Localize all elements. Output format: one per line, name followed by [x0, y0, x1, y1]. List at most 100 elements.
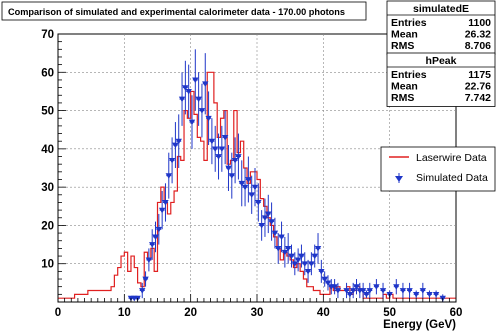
legend-simulated-label: Simulated Data — [416, 172, 488, 184]
triangle-marker — [178, 96, 186, 103]
simulated-point — [346, 290, 354, 299]
y-tick-label: 50 — [41, 106, 54, 118]
triangle-marker — [212, 146, 219, 153]
stat-value: 22.76 — [465, 81, 491, 93]
chart-title: Comparison of simulated and experimental… — [8, 7, 345, 17]
triangle-marker — [265, 211, 272, 218]
triangle-marker — [275, 246, 282, 252]
simulated-point — [165, 152, 172, 199]
simulated-point — [258, 210, 265, 241]
stat-box-title: simulatedE — [413, 3, 469, 15]
triangle-marker — [308, 261, 315, 267]
x-axis-label: Energy (GeV) — [383, 319, 456, 331]
triangle-marker — [192, 77, 199, 84]
stat-label: Mean — [391, 81, 418, 93]
triangle-marker — [198, 108, 206, 114]
triangle-marker — [228, 173, 235, 179]
stat-label: RMS — [391, 92, 414, 104]
y-tick-label: 60 — [41, 67, 54, 79]
triangle-marker — [271, 230, 279, 237]
triangle-marker — [165, 173, 172, 179]
simulated-point — [432, 290, 440, 299]
triangle-marker — [314, 246, 322, 252]
triangle-marker — [208, 138, 216, 145]
triangle-marker — [148, 242, 156, 248]
triangle-marker — [185, 89, 192, 95]
simulated-point — [202, 53, 209, 115]
triangle-marker — [225, 165, 232, 172]
triangle-marker — [158, 207, 166, 214]
axis-tick-labels: 0 10 20 30 40 50 60 10 20 30 40 50 60 70 — [41, 29, 462, 319]
y-tick-label: 70 — [41, 29, 54, 41]
triangle-marker — [318, 268, 325, 275]
simulated-point — [185, 64, 192, 119]
triangle-marker — [373, 284, 380, 290]
triangle-marker — [215, 154, 222, 160]
triangle-marker — [353, 284, 360, 290]
simulated-point — [255, 183, 262, 222]
simulated-point — [139, 282, 146, 299]
stat-label: Entries — [391, 69, 427, 81]
simulated-point — [311, 244, 318, 268]
triangle-marker — [349, 288, 357, 294]
triangle-marker — [298, 253, 305, 260]
stat-box-hPeak: hPeak Entries 1175 Mean 22.76 RMS 7.742 — [386, 52, 496, 107]
triangle-marker — [324, 280, 332, 287]
simulated-point — [324, 275, 332, 291]
y-tick-label: 40 — [41, 144, 54, 156]
triangle-marker — [172, 142, 179, 149]
triangle-marker — [142, 276, 149, 283]
legend: Laserwire Data Simulated Data — [380, 146, 496, 192]
simulated-point — [205, 91, 212, 146]
axis-ticks — [57, 33, 457, 303]
simulated-point — [251, 168, 259, 207]
simulated-point — [353, 279, 360, 295]
simulated-point — [298, 244, 305, 268]
x-tick-label: 30 — [251, 307, 264, 319]
x-tick-label: 40 — [317, 307, 330, 319]
x-tick-label: 60 — [450, 307, 463, 319]
simulated-point — [366, 282, 373, 299]
simulated-point — [261, 198, 269, 237]
triangle-marker — [235, 154, 242, 160]
triangle-marker — [432, 291, 440, 298]
stat-value: 1100 — [468, 17, 491, 29]
triangle-marker — [175, 138, 182, 145]
triangle-marker — [399, 288, 407, 294]
simulated-point — [182, 60, 189, 115]
simulated-point — [318, 259, 325, 283]
simulated-point — [294, 248, 302, 272]
simulated-point — [155, 213, 163, 245]
triangle-marker — [195, 96, 202, 103]
simulated-point — [172, 122, 179, 168]
simulated-point — [245, 156, 252, 203]
triangle-marker — [255, 200, 262, 206]
triangle-marker — [343, 288, 350, 294]
triangle-marker — [251, 184, 259, 191]
simulated-point — [275, 233, 282, 264]
x-tick-label: 0 — [55, 307, 61, 319]
triangle-marker — [359, 288, 367, 294]
triangle-marker — [331, 284, 338, 290]
triangle-marker — [139, 288, 146, 294]
simulated-point — [198, 83, 206, 138]
triangle-marker — [145, 257, 153, 264]
simulated-point — [215, 133, 222, 180]
legend-simulated-marker — [395, 176, 403, 182]
simulated-point — [212, 125, 219, 172]
stat-box-simulatedE: simulatedE Entries 1100 Mean 26.32 RMS 8.706 — [386, 0, 496, 55]
simulated-point — [148, 229, 156, 260]
simulated-point — [379, 282, 387, 299]
triangle-marker — [261, 215, 269, 221]
simulated-point — [334, 282, 342, 299]
y-tick-label: 20 — [41, 220, 54, 232]
y-tick-label: 30 — [41, 182, 54, 194]
simulated-point — [168, 137, 176, 184]
simulated-series — [127, 49, 446, 302]
triangle-marker — [258, 223, 265, 229]
simulated-point — [288, 244, 295, 268]
triangle-marker — [245, 177, 252, 183]
simulated-point — [152, 221, 159, 253]
triangle-marker — [294, 257, 302, 264]
